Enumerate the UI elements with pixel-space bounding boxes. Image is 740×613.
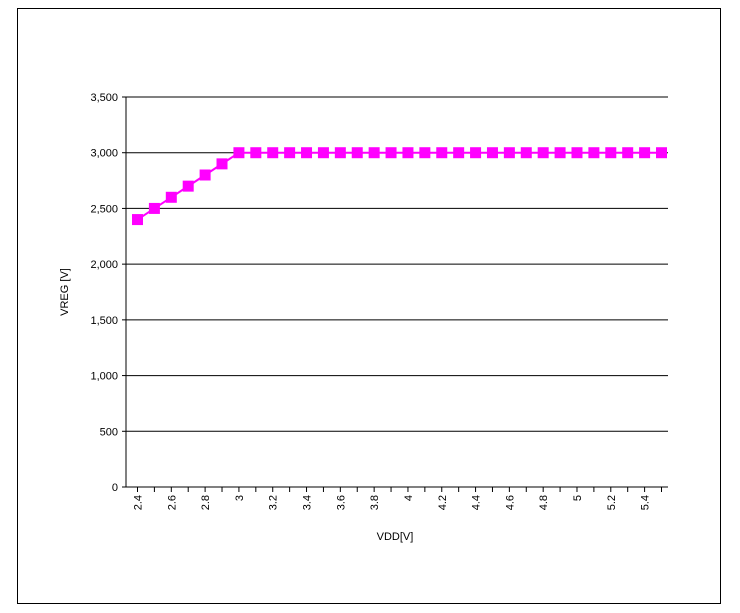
data-point	[622, 147, 634, 159]
y-tick-label: 1,000	[90, 371, 118, 383]
x-tick-label: 3.2	[268, 495, 280, 510]
x-tick-label: 3.6	[335, 495, 347, 510]
x-tick-label: 4.6	[504, 495, 516, 510]
data-point	[301, 147, 313, 159]
y-tick-label: 3,000	[90, 148, 118, 160]
x-tick-label: 4	[403, 495, 415, 501]
data-point	[165, 191, 177, 203]
y-tick-label: 500	[100, 426, 118, 438]
x-tick-label: 4.8	[538, 495, 550, 510]
data-point	[317, 147, 329, 159]
data-point	[368, 147, 380, 159]
series-line	[136, 151, 662, 221]
x-tick-label: 5	[572, 495, 584, 501]
data-point	[250, 147, 262, 159]
y-axis-title: VREG [V]	[59, 268, 71, 316]
x-tick-label: 4.2	[437, 495, 449, 510]
data-point	[436, 147, 448, 159]
data-point	[453, 147, 465, 159]
data-point	[486, 147, 498, 159]
y-tick-label: 0	[112, 482, 118, 494]
data-point	[520, 147, 532, 159]
data-point	[402, 147, 414, 159]
y-tick-label: 2,500	[90, 203, 118, 215]
data-point	[216, 158, 228, 170]
x-tick-label: 4.4	[471, 495, 483, 510]
data-point	[503, 147, 515, 159]
data-point	[132, 214, 143, 226]
data-point	[419, 147, 431, 159]
data-point	[199, 169, 211, 181]
y-axis-ticks: 0 500 1,000 1,500 2,000 2,500 3,000 3,500	[90, 92, 126, 494]
x-tick-label: 2.4	[133, 495, 145, 510]
data-point	[639, 147, 651, 159]
x-axis-title: VDD[V]	[377, 531, 414, 543]
data-point	[554, 147, 566, 159]
data-point	[605, 147, 617, 159]
data-point	[588, 147, 600, 159]
x-tick-label: 5.4	[640, 495, 652, 510]
chart-frame	[17, 8, 721, 604]
x-axis-ticks: 2.4 2.6 2.8 3 3.2 3.4 3.6 3.8 4 4.2 4.4 4.6 4.8 5 5.2 5…	[133, 487, 662, 510]
data-point	[470, 147, 482, 159]
data-point	[148, 202, 160, 214]
data-point	[656, 147, 667, 159]
y-tick-label: 3,500	[90, 92, 118, 104]
data-point	[571, 147, 583, 159]
data-point	[233, 147, 245, 159]
data-point	[385, 147, 397, 159]
data-point	[267, 147, 279, 159]
gridlines	[126, 96, 668, 432]
x-tick-label: 2.8	[200, 495, 212, 510]
y-tick-label: 1,500	[90, 315, 118, 327]
data-point	[182, 180, 194, 192]
data-point	[284, 147, 296, 159]
data-point	[334, 147, 346, 159]
data-point	[351, 147, 363, 159]
data-point	[537, 147, 549, 159]
axes	[125, 97, 668, 488]
x-tick-label: 3	[234, 495, 246, 501]
x-tick-label: 2.6	[166, 495, 178, 510]
x-tick-label: 3.4	[302, 495, 314, 510]
x-tick-label: 3.8	[369, 495, 381, 510]
y-tick-label: 2,000	[90, 259, 118, 271]
x-tick-label: 5.2	[606, 495, 618, 510]
series-vreg	[132, 147, 667, 226]
